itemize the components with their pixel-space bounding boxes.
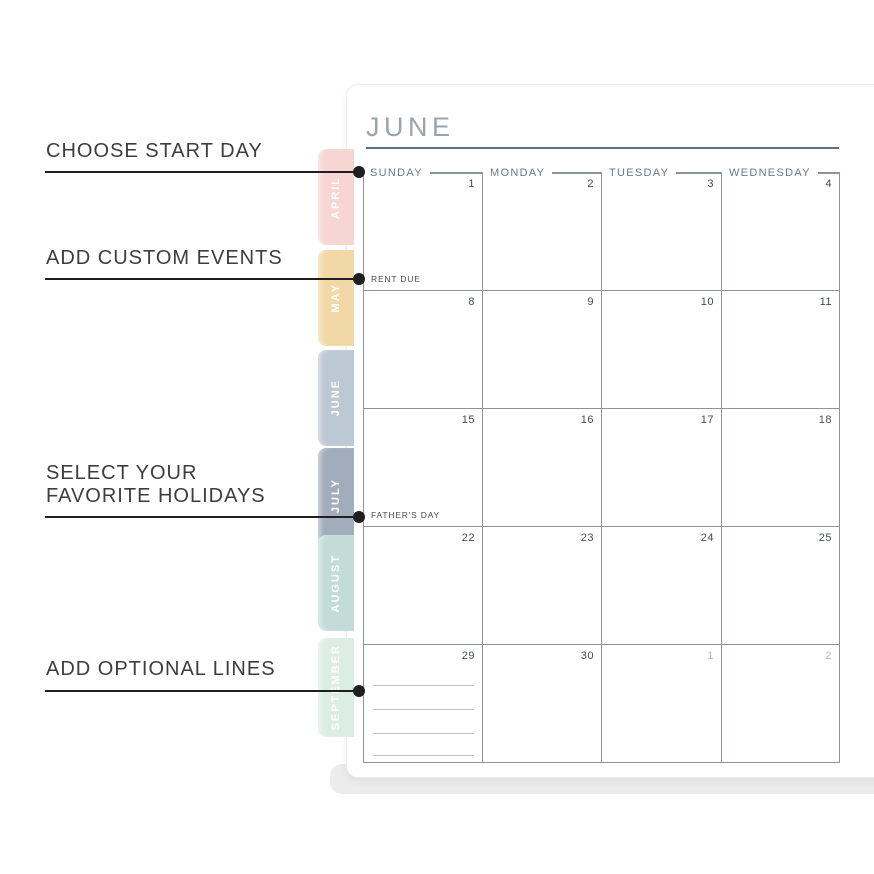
date-number: 2 [587,178,594,190]
weekday-rule [817,172,840,174]
calendar-cell: 18 [722,409,840,527]
date-number: 2 [825,650,832,662]
tab-september: SEPTEMBER [318,638,354,737]
tab-june: JUNE [318,350,354,446]
calendar-cell: 2 [483,173,602,291]
calendar-cell: 4 [722,173,840,291]
tab-may: MAY [318,250,354,346]
date-number: 4 [825,178,832,190]
tab-july: JULY [318,448,354,544]
callout-line [45,511,365,523]
tab-september-label: SEPTEMBER [330,644,342,731]
calendar-cell: 15 FATHER'S DAY [363,409,483,527]
weekday-label: TUESDAY [609,167,670,179]
callout-add-optional-lines: ADD OPTIONAL LINES [46,658,276,681]
date-number: 22 [461,532,475,544]
event-label: FATHER'S DAY [371,510,441,520]
calendar-cell: 25 [722,527,840,645]
callout-line [45,273,365,285]
date-number: 1 [707,650,714,662]
callout-dot [353,511,365,523]
weekday-header-monday: MONDAY [483,166,602,180]
date-number: 8 [468,296,475,308]
calendar-cell-next-month: 2 [722,645,840,763]
date-number: 30 [580,650,594,662]
calendar-cell: 16 [483,409,602,527]
tab-april: APRIL [318,149,354,245]
callout-dot [353,273,365,285]
date-number: 17 [700,414,714,426]
weekday-label: SUNDAY [370,167,423,179]
tab-april-label: APRIL [330,175,342,219]
note-line [373,709,474,710]
weekday-header-tuesday: TUESDAY [602,166,722,180]
note-line [373,733,474,734]
callout-add-custom-events: ADD CUSTOM EVENTS [46,247,283,270]
note-line [373,685,474,686]
date-number: 29 [461,650,475,662]
note-line [373,755,474,756]
weekday-header-wednesday: WEDNESDAY [722,166,840,180]
month-title: JUNE [366,112,455,142]
weekday-rule [552,172,602,174]
weekday-rule [429,172,483,174]
calendar-cell: 23 [483,527,602,645]
tab-june-label: JUNE [330,379,342,417]
weekday-rule [676,172,722,174]
calendar-cell: 22 [363,527,483,645]
weekday-label: WEDNESDAY [729,167,811,179]
tab-may-label: MAY [330,283,342,313]
date-number: 15 [461,414,475,426]
calendar-cell: 24 [602,527,722,645]
tab-august-label: AUGUST [330,553,342,613]
calendar-grid: 1 RENT DUE 2 3 4 8 9 10 11 15 FATHER'S D… [363,173,840,763]
calendar-cell: 8 [363,291,483,409]
weekday-label: MONDAY [490,167,546,179]
callout-choose-start-day: CHOOSE START DAY [46,140,263,163]
callout-select-holidays: SELECT YOUR FAVORITE HOLIDAYS [46,462,266,508]
date-number: 11 [819,296,832,308]
callout-text: SELECT YOUR [46,462,198,484]
planner-sheet [346,84,874,778]
calendar-cell: 10 [602,291,722,409]
event-label: RENT DUE [371,274,421,284]
date-number: 9 [587,296,594,308]
date-number: 10 [700,296,714,308]
tab-august: AUGUST [318,535,354,631]
tab-july-label: JULY [330,478,342,514]
calendar-cell: 30 [483,645,602,763]
callout-text: ADD CUSTOM EVENTS [46,247,283,269]
date-number: 3 [707,178,714,190]
weekday-header-sunday: SUNDAY [363,166,483,180]
date-number: 16 [580,414,594,426]
date-number: 23 [580,532,594,544]
calendar-cell: 9 [483,291,602,409]
calendar-cell-next-month: 1 [602,645,722,763]
month-title-underline [366,147,839,149]
calendar-cell-with-lines: 29 [363,645,483,763]
calendar-cell: 3 [602,173,722,291]
callout-text: FAVORITE HOLIDAYS [46,485,266,507]
date-number: 25 [818,532,832,544]
callout-dot [353,166,365,178]
calendar-cell: 11 [722,291,840,409]
callout-dot [353,685,365,697]
calendar-cell: 1 RENT DUE [363,173,483,291]
date-number: 18 [818,414,832,426]
date-number: 1 [468,178,475,190]
date-number: 24 [700,532,714,544]
callout-text: CHOOSE START DAY [46,140,263,162]
calendar-cell: 17 [602,409,722,527]
callout-text: ADD OPTIONAL LINES [46,658,276,680]
callout-line [45,685,365,697]
callout-line [45,166,365,178]
